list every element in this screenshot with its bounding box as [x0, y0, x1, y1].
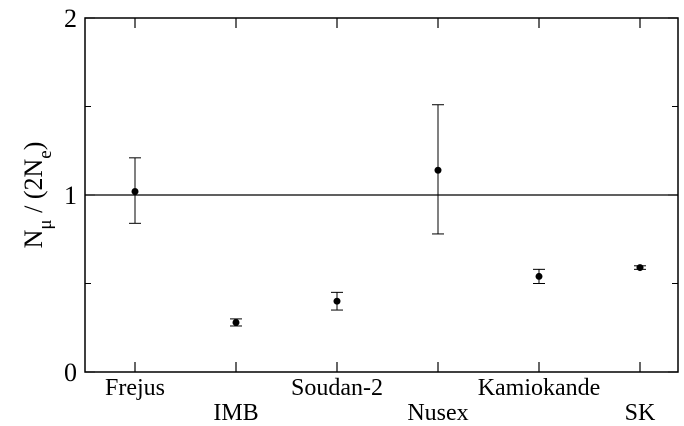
- y-tick-label: 2: [64, 4, 77, 33]
- category-label: SK: [625, 400, 656, 426]
- y-label-close: ): [19, 142, 48, 151]
- category-label: IMB: [213, 400, 258, 426]
- category-label: Kamiokande: [478, 375, 601, 401]
- y-axis-label: Nμ / (2Ne): [19, 142, 56, 249]
- category-label: Frejus: [105, 375, 165, 401]
- y-label-n: N: [19, 229, 48, 248]
- data-point: [131, 187, 139, 195]
- category-label: Soudan-2: [291, 375, 383, 401]
- data-points: [129, 104, 646, 327]
- y-label-middle: / (2N: [19, 159, 48, 220]
- data-point-group: [129, 157, 141, 224]
- data-point: [333, 297, 341, 305]
- data-point: [434, 166, 442, 174]
- data-point: [535, 272, 543, 280]
- data-point-group: [230, 318, 242, 327]
- y-label-sub-mu: μ: [35, 219, 56, 229]
- y-tick-label: 0: [64, 358, 77, 387]
- y-tick-label: 1: [64, 181, 77, 210]
- data-point-group: [533, 268, 545, 284]
- y-label-sub-e: e: [35, 150, 56, 158]
- y-axis-ticks: 0 1 2: [64, 4, 678, 387]
- data-point-group: [331, 291, 343, 311]
- data-point-group: [634, 264, 646, 272]
- data-point: [636, 264, 644, 272]
- data-point-group: [432, 104, 444, 235]
- x-axis-ticks: [134, 18, 641, 372]
- category-labels: Frejus IMB Soudan-2 Nusex Kamiokande SK: [105, 375, 656, 426]
- data-point: [232, 318, 240, 326]
- category-label: Nusex: [407, 400, 468, 426]
